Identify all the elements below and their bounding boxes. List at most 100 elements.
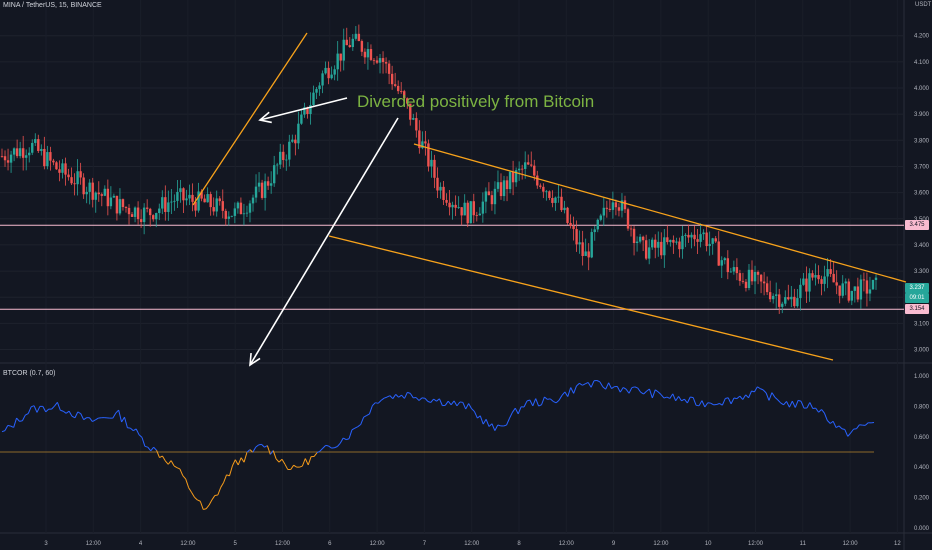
indicator-segment [409,393,414,399]
indicator-segment [170,460,175,467]
candle-body [91,182,94,200]
indicator-tick-label: 0.200 [914,496,930,502]
candle-body [735,267,739,274]
time-tick-label: 12:00 [748,541,764,547]
candle-body [348,45,351,48]
candle-body [203,198,206,203]
candle-body [596,219,599,230]
indicator-segment [453,400,458,407]
indicator-segment [526,399,531,402]
time-tick-label: 9 [612,541,616,547]
indicator-segment [832,421,837,428]
candle-body [681,235,684,250]
indicator-segment [462,402,467,410]
candle-body [445,200,448,203]
candle-body [527,162,530,165]
candle-body [475,215,479,217]
candle-body [572,225,575,230]
candle-body [793,296,796,307]
candle-body [106,188,110,207]
indicator-segment [348,429,353,439]
time-tick-label: 12:00 [180,541,196,547]
indicator-segment [398,394,402,398]
indicator-segment [95,417,99,421]
indicator-segment [220,482,225,488]
candle-body [430,159,433,167]
candle-body [136,207,140,220]
candle-body [100,194,103,196]
candle-body [58,169,61,173]
indicator-segment [616,386,621,393]
indicator-segment [129,427,134,432]
candle-body [593,229,596,233]
candle-body [133,207,137,217]
indicator-segment [33,405,38,413]
arrow-to-uptrend-shaft [259,97,348,121]
indicator-segment [301,458,306,467]
candle-body [756,271,760,275]
indicator-segment [322,445,327,449]
candle-body [254,186,258,198]
candle-body [511,171,515,183]
indicator-segment [436,398,440,402]
candle-body [236,202,240,209]
candle-body [738,273,742,281]
indicator-title[interactable]: BTCOR (0.7, 60) [3,370,56,377]
candle-body [493,188,497,205]
candle-body [248,203,252,213]
candle-body [750,269,754,282]
indicator-segment [570,387,575,394]
symbol-title[interactable]: MINA / TetherUS, 15, BINANCE [3,2,102,9]
candle-body [324,67,327,74]
candle-body [844,281,847,284]
indicator-segment [648,388,653,399]
price-tick-label: 3.800 [914,138,930,144]
indicator-segment [45,408,50,413]
indicator-segment [337,442,341,447]
candle-body [266,181,270,186]
candle-body [605,207,609,209]
candle-body [251,197,255,204]
indicator-segment [514,407,519,415]
indicator-segment [427,400,431,403]
candle-body [481,201,485,214]
candle-body [18,148,22,157]
indicator-segment [529,399,534,407]
candle-body [787,297,790,300]
indicator-segment [237,457,242,466]
indicator-segment [156,450,160,458]
indicator-segment [42,406,47,413]
candle-body [97,192,100,195]
indicator-segment [552,400,557,404]
indicator-segment [249,449,254,453]
candle-body [717,241,720,266]
indicator-segment [147,446,152,452]
indicator-segment [313,452,318,457]
indicator-segment [138,434,143,438]
indicator-segment [497,424,501,427]
indicator-segment [68,410,73,417]
indicator-segment [602,386,607,390]
candle-body [384,62,388,64]
indicator-segment [780,402,784,406]
indicator-segment [74,411,79,419]
indicator-segment [753,386,758,393]
indicator-segment [272,450,277,460]
indicator-segment [339,437,344,444]
indicator-segment [762,389,767,394]
candle-body [741,280,745,282]
candle-body [759,274,763,282]
candle-body [865,280,869,294]
indicator-segment [368,405,373,415]
indicator-segment [112,412,117,419]
candle-body [514,170,518,183]
indicator-segment [7,424,11,427]
indicator-segment [622,387,627,390]
indicator-segment [389,395,394,400]
price-tick-label: 3.700 [914,164,930,170]
indicator-segment [404,392,408,399]
candle-body [678,241,681,250]
candle-body [530,164,533,166]
indicator-segment [115,409,120,414]
